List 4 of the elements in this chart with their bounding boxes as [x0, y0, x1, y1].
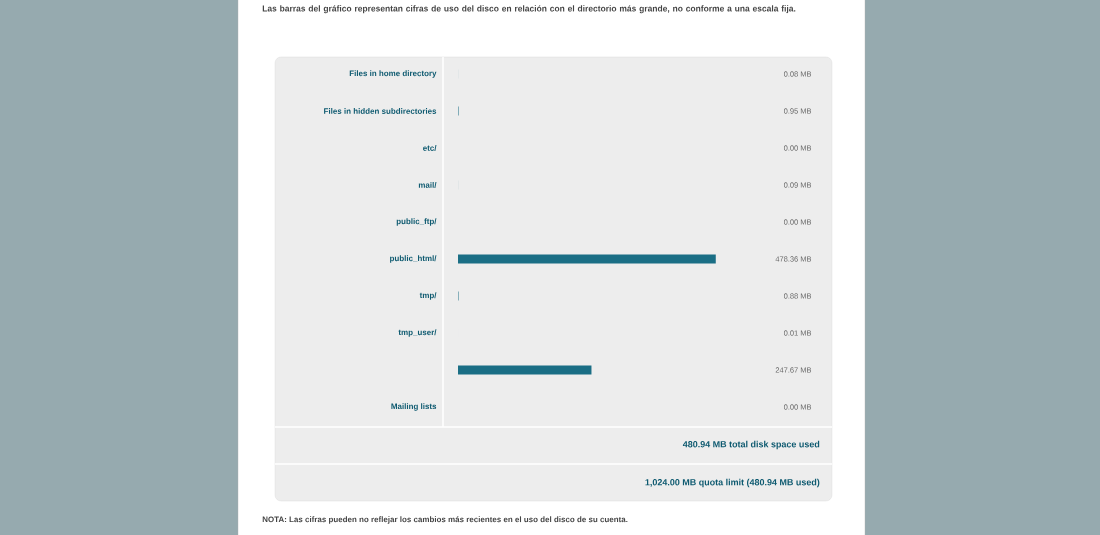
- text: 1,024.00 MB quota limit (480.94 MB used): [645, 478, 820, 488]
- chart-title: Las barras del gráfico representan cifras de uso del disco en relación con el directorio más grande, no conforme a una escala fija.: [262, 5, 796, 14]
- bar: [458, 254, 716, 264]
- text: 480.94 MB total disk space used: [682, 440, 820, 450]
